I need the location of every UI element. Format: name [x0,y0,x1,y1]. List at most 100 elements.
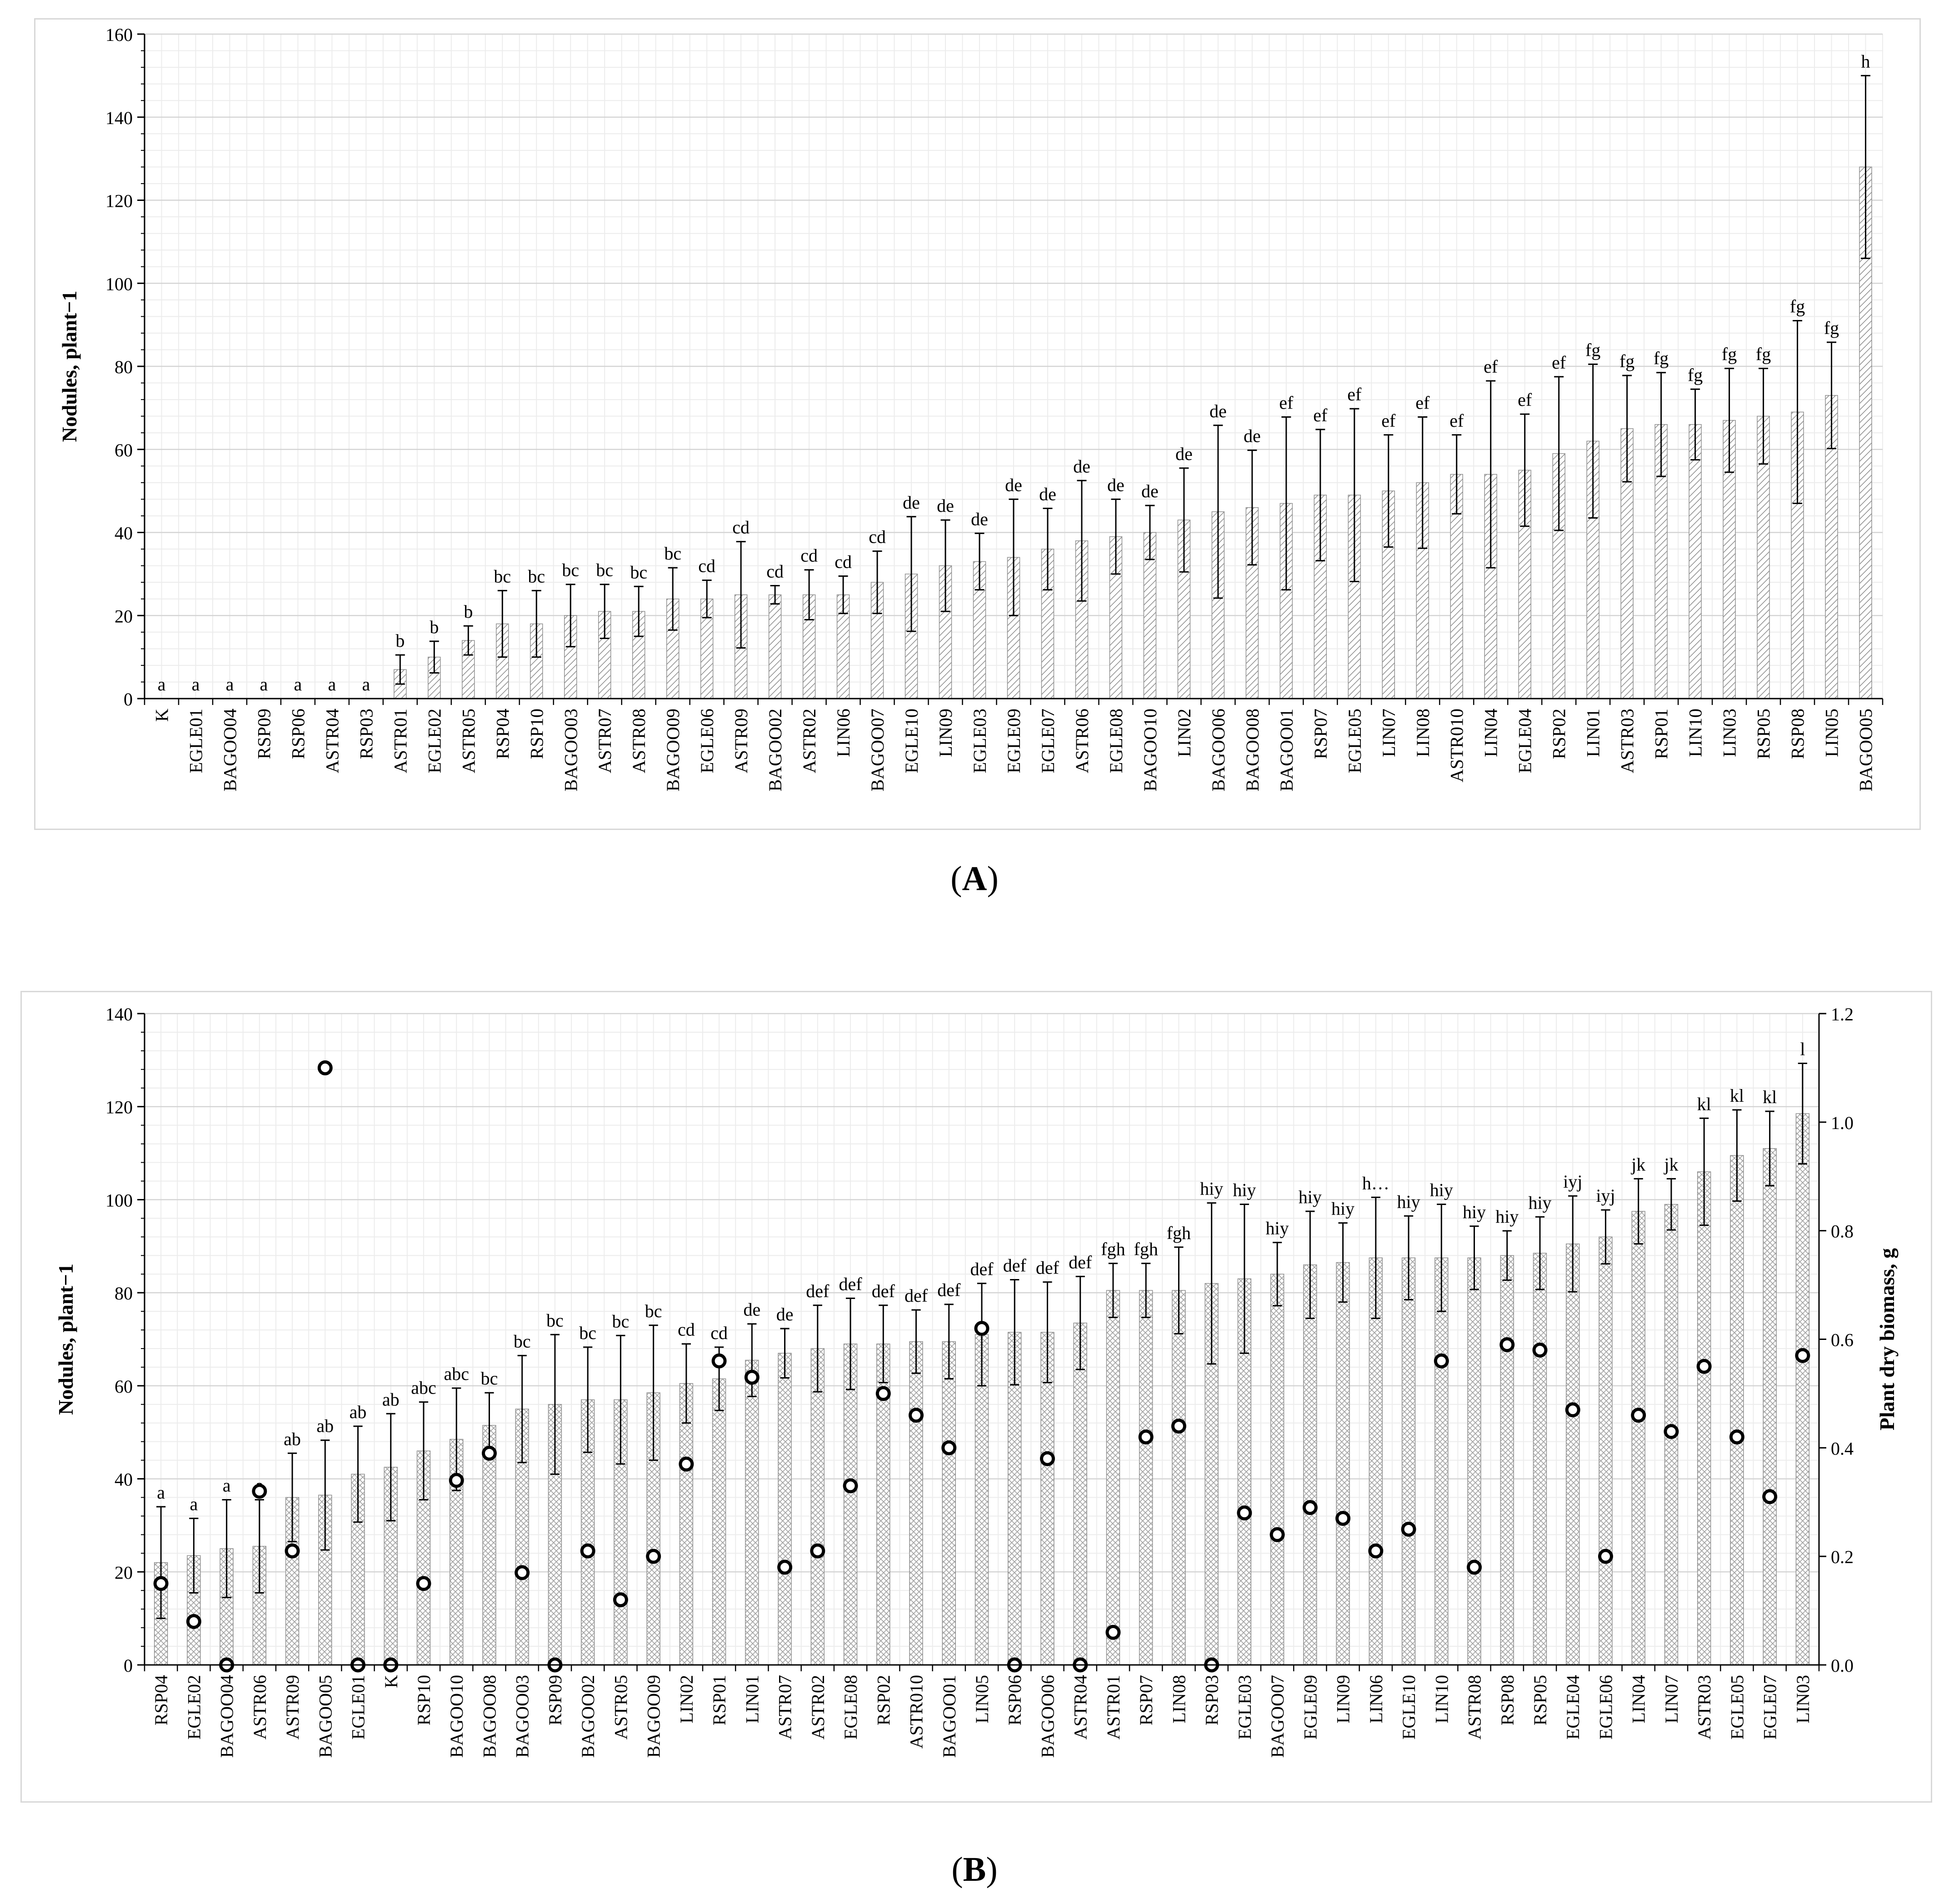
significance-letter: def [970,1259,994,1279]
bar-bagoo07 [1270,1274,1284,1665]
x-tick-label: EGLE02 [424,709,445,773]
significance-letter: cd [710,1323,728,1343]
bar-egle10 [1401,1257,1416,1665]
x-tick-label: K [381,1675,401,1688]
bar-lin06 [1369,1257,1383,1665]
significance-letter: ef [1552,352,1566,373]
bar-bagoo08 [482,1425,496,1665]
x-tick-label: ASTR06 [250,1675,270,1739]
significance-letter: cd [698,556,715,576]
x-tick-label: EGLE03 [970,709,990,773]
significance-letter: bc [645,1301,662,1321]
significance-letter: def [1003,1255,1027,1275]
biomass-marker [416,1576,431,1591]
biomass-marker [613,1592,628,1608]
bar-lin04 [1631,1211,1645,1665]
x-tick-label: LIN07 [1379,709,1399,757]
y2-tick-label: 0.4 [1831,1438,1854,1459]
biomass-marker [1434,1353,1449,1369]
y-tick-label: 160 [105,25,133,45]
significance-letter: hiy [1331,1199,1354,1219]
biomass-marker [941,1440,957,1455]
x-tick-label: BAGOO02 [765,709,785,791]
significance-letter: ef [1279,392,1294,413]
biomass-marker [1532,1342,1548,1358]
y-axis-title: Nodules, plant−1 [58,291,81,442]
significance-letter: hiy [1200,1179,1223,1199]
biomass-marker [515,1565,530,1580]
y-tick-label: 20 [115,1562,133,1583]
bar-astr02 [810,1348,825,1665]
significance-letter: iyj [1563,1171,1582,1192]
significance-letter: b [430,617,439,637]
x-tick-label: ASTR04 [1070,1675,1091,1739]
y-tick-label: 100 [105,274,133,294]
x-tick-label: LIN03 [1793,1675,1813,1724]
significance-letter: bc [528,566,545,586]
significance-letter: a [294,674,302,695]
biomass-marker [1269,1527,1285,1542]
x-tick-label: BAGOO06 [1037,1675,1058,1758]
significance-letter: bc [664,543,681,564]
biomass-marker [1138,1429,1154,1444]
x-tick-label: K [151,709,172,722]
bar-bagoo10 [1143,532,1157,699]
significance-letter: a [328,674,336,695]
x-tick-label: LIN08 [1413,709,1433,757]
bar-lin10 [1434,1257,1449,1665]
significance-letter: bc [579,1323,596,1343]
bar-astr07 [778,1353,792,1665]
x-tick-label: RSP06 [1004,1675,1025,1725]
bar-lin10 [1689,424,1702,699]
significance-letter: kl [1730,1085,1744,1106]
x-tick-label: RSP08 [1497,1675,1518,1725]
significance-letter: def [806,1281,830,1301]
x-tick-label: BAGOO07 [867,709,888,791]
x-tick-label: RSP01 [1651,709,1672,759]
significance-letter: ef [1381,410,1396,431]
bar-rsp07 [1139,1290,1153,1665]
bar-rsp08 [1500,1255,1514,1665]
significance-letter: iyj [1596,1185,1615,1206]
significance-letter: ef [1415,392,1430,413]
bar-rsp06 [1008,1332,1022,1665]
biomass-marker [711,1353,727,1369]
bar-egle05 [1730,1155,1744,1665]
x-tick-label: ASTR09 [282,1675,303,1739]
significance-letter: ab [382,1389,400,1409]
x-tick-label: BAGOO03 [512,1675,533,1758]
significance-letter: abc [444,1364,469,1384]
y-tick-label: 0 [124,1655,133,1676]
x-tick-label: LIN09 [1333,1675,1354,1724]
x-tick-label: LIN04 [1629,1675,1649,1724]
significance-letter: abc [411,1378,436,1398]
bar-bagoo02 [580,1399,595,1665]
significance-letter: def [937,1280,961,1300]
significance-letter: hiy [1495,1206,1519,1227]
x-tick-label: BAGOO04 [217,1675,237,1758]
x-tick-label: ASTR07 [775,1675,795,1739]
x-tick-label: LIN05 [972,1675,992,1724]
significance-letter: h… [1362,1173,1389,1193]
x-tick-label: LIN06 [833,709,854,757]
panel-a-caption: (A) [950,860,999,898]
x-tick-label: EGLE02 [184,1675,204,1739]
biomass-marker [777,1559,793,1575]
x-tick-label: BAGOO09 [663,709,683,791]
significance-letter: bc [481,1368,498,1389]
x-tick-label: EGLE04 [1515,709,1535,773]
significance-letter: bc [562,560,579,580]
significance-letter: bc [630,562,647,582]
y-axis-title: Nodules, plant−1 [54,1264,77,1415]
biomass-marker [1105,1624,1121,1640]
x-tick-label: BAGOO06 [1208,709,1229,791]
significance-letter: def [1069,1252,1092,1272]
x-tick-label: ASTR04 [322,709,342,773]
significance-letter: fg [1722,344,1737,365]
x-tick-label: BAGOO03 [560,709,581,791]
bar-astr08 [1467,1257,1481,1665]
panel-b-caption: (B) [951,1850,998,1889]
x-tick-label: BAGOO05 [315,1675,335,1758]
x-tick-label: RSP10 [526,709,547,759]
